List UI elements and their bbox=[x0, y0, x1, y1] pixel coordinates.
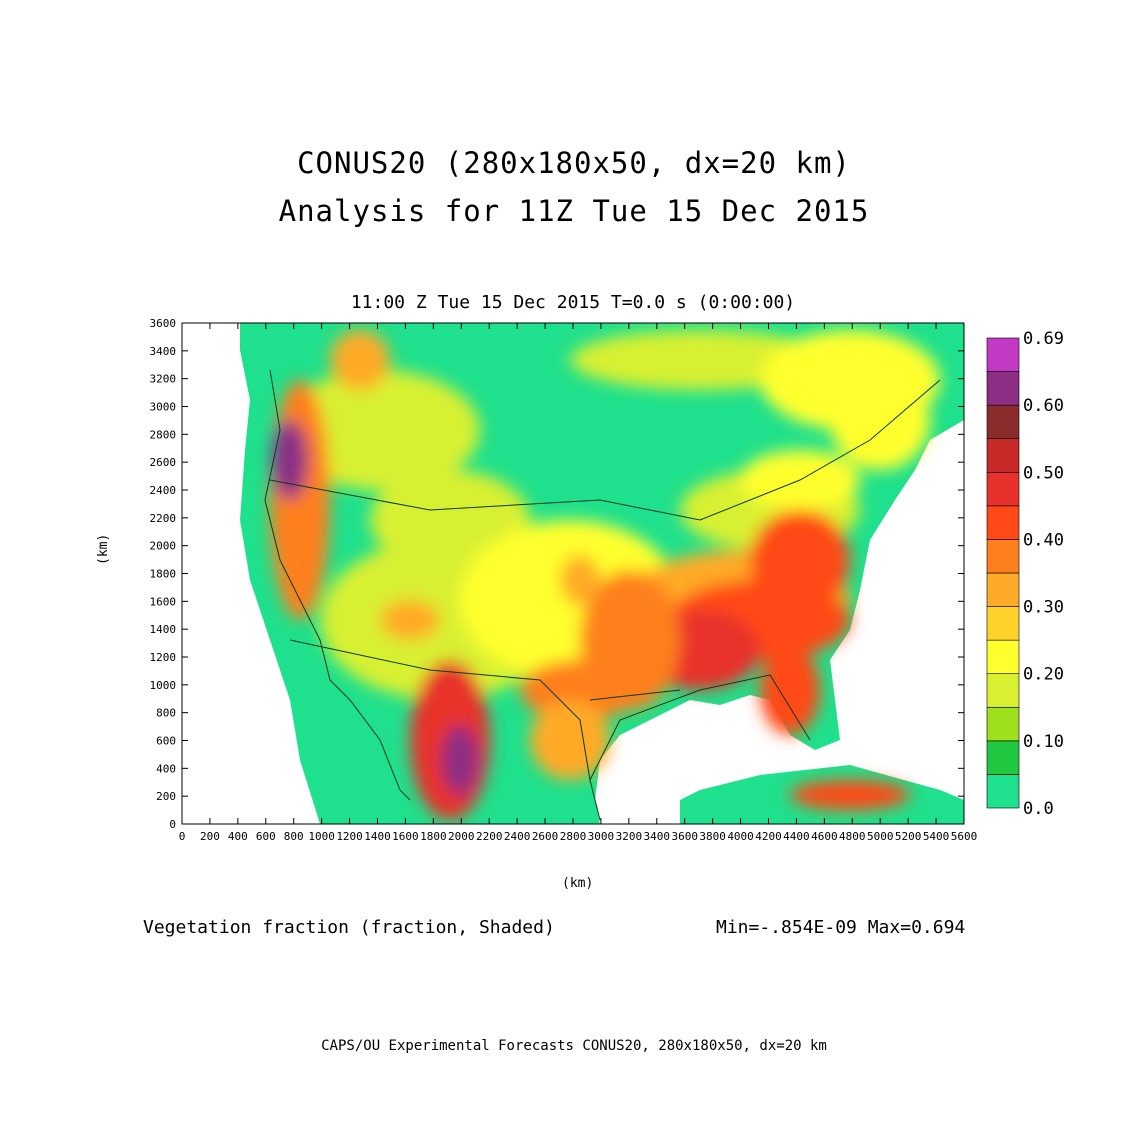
map-outlines bbox=[264, 369, 941, 821]
y-tick-label: 0 bbox=[169, 818, 176, 831]
x-tick-label: 3600 bbox=[671, 830, 698, 843]
x-tick-label: 2200 bbox=[476, 830, 503, 843]
y-tick-label: 1400 bbox=[150, 623, 177, 636]
y-tick-label: 2400 bbox=[150, 484, 177, 497]
chart-subtitle: Analysis for 11Z Tue 15 Dec 2015 bbox=[278, 194, 870, 228]
y-axis-label: (km) bbox=[96, 533, 111, 565]
x-tick-label: 2400 bbox=[504, 830, 531, 843]
x-tick-label: 3000 bbox=[588, 830, 615, 843]
colorbar-swatch bbox=[986, 673, 1020, 708]
x-tick-label: 1400 bbox=[364, 830, 391, 843]
colorbar-label: 0.50 bbox=[1023, 463, 1064, 483]
field-shading bbox=[270, 330, 940, 820]
x-tick-label: 0 bbox=[179, 830, 186, 843]
x-tick-label: 600 bbox=[256, 830, 276, 843]
min-max-label: Min=-.854E-09 Max=0.694 bbox=[716, 917, 966, 938]
y-tick-label: 600 bbox=[156, 735, 176, 748]
x-tick-label: 5000 bbox=[867, 830, 894, 843]
y-tick-label: 1600 bbox=[150, 595, 177, 608]
x-tick-label: 2000 bbox=[448, 830, 475, 843]
plot-time-label: 11:00 Z Tue 15 Dec 2015 T=0.0 s (0:00:00… bbox=[350, 292, 796, 313]
colorbar-label: 0.60 bbox=[1023, 396, 1064, 416]
x-tick-label: 3800 bbox=[699, 830, 726, 843]
colorbar-swatch bbox=[986, 371, 1020, 406]
colorbar-swatch bbox=[986, 706, 1020, 742]
x-tick-label: 1800 bbox=[420, 830, 447, 843]
x-axis: 0 200 400 600 800 1000 1200 1400 1600 1800 2000 220… bbox=[179, 323, 978, 843]
colorbar-label: 0.40 bbox=[1023, 530, 1064, 550]
x-tick-label: 4400 bbox=[783, 830, 810, 843]
colorbar-swatch bbox=[986, 404, 1020, 440]
x-tick-label: 200 bbox=[200, 830, 220, 843]
colorbar: 0.0 0.10 0.20 0.30 0.40 0.50 0.60 0.69 bbox=[986, 329, 1064, 819]
y-tick-label: 2800 bbox=[150, 428, 177, 441]
map-field bbox=[240, 323, 964, 824]
x-tick-label: 3200 bbox=[616, 830, 643, 843]
x-tick-label: 1000 bbox=[308, 830, 335, 843]
colorbar-label: 0.0 bbox=[1023, 799, 1054, 819]
x-tick-label: 400 bbox=[228, 830, 248, 843]
y-tick-label: 2000 bbox=[150, 540, 177, 553]
x-tick-label: 2800 bbox=[560, 830, 587, 843]
x-tick-label: 800 bbox=[284, 830, 304, 843]
colorbar-label: 0.20 bbox=[1023, 665, 1064, 685]
x-tick-label: 4600 bbox=[811, 830, 838, 843]
colorbar-swatch bbox=[986, 539, 1020, 574]
colorbar-swatch bbox=[986, 572, 1020, 607]
y-tick-label: 3400 bbox=[150, 345, 177, 358]
y-tick-label: 3000 bbox=[150, 401, 177, 414]
y-tick-label: 1800 bbox=[150, 568, 177, 581]
colorbar-swatch bbox=[986, 639, 1020, 675]
y-tick-label: 2600 bbox=[150, 456, 177, 469]
colorbar-swatch bbox=[986, 505, 1020, 540]
y-tick-label: 2200 bbox=[150, 512, 177, 525]
x-tick-label: 4000 bbox=[727, 830, 754, 843]
y-tick-label: 800 bbox=[156, 707, 176, 720]
x-tick-label: 1600 bbox=[392, 830, 419, 843]
colorbar-swatch bbox=[986, 740, 1020, 775]
colorbar-swatch bbox=[986, 337, 1020, 372]
colorbar-swatch bbox=[986, 774, 1020, 809]
x-tick-label: 5400 bbox=[923, 830, 950, 843]
colorbar-swatch bbox=[986, 606, 1020, 641]
field-label: Vegetation fraction (fraction, Shaded) bbox=[143, 917, 555, 938]
colorbar-swatch bbox=[986, 471, 1020, 507]
y-tick-label: 1200 bbox=[150, 651, 177, 664]
y-tick-label: 400 bbox=[156, 762, 176, 775]
x-tick-label: 4800 bbox=[839, 830, 866, 843]
x-tick-label: 1200 bbox=[336, 830, 363, 843]
y-tick-label: 3600 bbox=[150, 317, 177, 330]
x-tick-label: 4200 bbox=[755, 830, 782, 843]
x-tick-label: 2600 bbox=[532, 830, 559, 843]
chart-title: CONUS20 (280x180x50, dx=20 km) bbox=[297, 146, 851, 180]
y-tick-label: 1000 bbox=[150, 679, 177, 692]
y-tick-label: 3200 bbox=[150, 373, 177, 386]
colorbar-label: 0.69 bbox=[1023, 329, 1064, 349]
colorbar-label: 0.30 bbox=[1023, 598, 1064, 618]
y-tick-label: 200 bbox=[156, 790, 176, 803]
colorbar-label: 0.10 bbox=[1023, 732, 1064, 752]
x-tick-label: 3400 bbox=[644, 830, 671, 843]
x-tick-label: 5200 bbox=[895, 830, 922, 843]
colorbar-swatch bbox=[986, 438, 1020, 473]
footer-label: CAPS/OU Experimental Forecasts CONUS20, … bbox=[321, 1038, 827, 1054]
x-axis-label: (km) bbox=[562, 876, 594, 891]
x-tick-label: 5600 bbox=[951, 830, 978, 843]
y-axis: 0 200 400 600 800 1000 1200 1400 1600 1800 2000 220… bbox=[150, 317, 964, 831]
